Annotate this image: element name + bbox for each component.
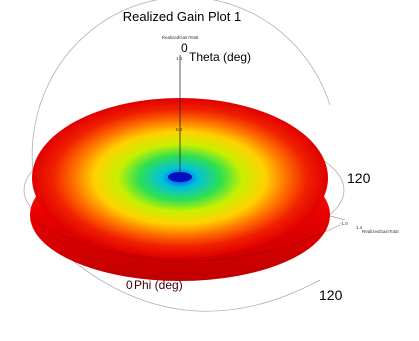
phi-zero-tick: 0 bbox=[126, 278, 133, 292]
tick-3: -1.0 bbox=[340, 221, 348, 226]
theta-reference-arc-lower bbox=[59, 249, 321, 312]
tick-1: 1.0 bbox=[176, 56, 183, 61]
chart-title: Realized Gain Plot 1 bbox=[123, 9, 242, 24]
phi-axis-label: Phi (deg) bbox=[134, 278, 183, 292]
angle-label-right: 120 bbox=[347, 170, 371, 186]
theta-axis-label: Theta (deg) bbox=[189, 50, 251, 64]
top-quantity-label: RealizedGainTotal bbox=[162, 35, 199, 40]
pattern-center-dip bbox=[168, 172, 192, 182]
tick-2: 0.0 bbox=[176, 127, 183, 132]
theta-reference-arc bbox=[31, 0, 331, 206]
equator-front-arc bbox=[29, 219, 341, 262]
angle-label-bottom: 120 bbox=[319, 287, 343, 303]
tick-4: 1.4 bbox=[356, 225, 363, 230]
theta-zero-tick: 0 bbox=[181, 41, 188, 55]
side-quantity-label: RealizedGainTotal bbox=[362, 229, 399, 234]
